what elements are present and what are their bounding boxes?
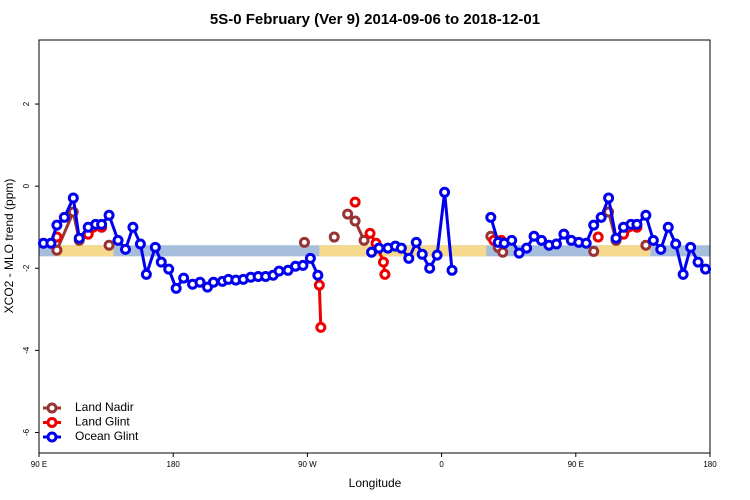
point — [163, 263, 175, 275]
point — [377, 256, 389, 268]
point — [273, 265, 285, 277]
point — [588, 219, 600, 231]
point — [58, 211, 70, 223]
point — [431, 249, 443, 261]
y-tick-label: -2 — [22, 264, 31, 272]
x-tick-label: 90 W — [298, 460, 317, 469]
point — [595, 211, 607, 223]
point — [103, 239, 115, 251]
point — [73, 232, 85, 244]
point — [178, 272, 190, 284]
highlight-band — [55, 245, 114, 257]
point — [379, 268, 391, 280]
x-tick-label: 180 — [703, 460, 717, 469]
point — [127, 221, 139, 233]
x-tick-label: 180 — [167, 460, 181, 469]
point — [677, 268, 689, 280]
point — [140, 268, 152, 280]
point — [580, 237, 592, 249]
point — [304, 252, 316, 264]
plot-frame — [38, 39, 711, 454]
point — [312, 269, 324, 281]
point — [96, 218, 108, 230]
point — [51, 219, 63, 231]
point — [119, 243, 131, 255]
point — [364, 227, 376, 239]
y-tick-label: -6 — [22, 428, 31, 436]
point — [349, 215, 361, 227]
point — [373, 242, 385, 254]
point — [592, 231, 604, 243]
legend-marker — [46, 402, 58, 414]
point — [662, 221, 674, 233]
point — [416, 248, 428, 260]
point — [588, 245, 600, 257]
highlight-band — [598, 245, 651, 257]
chart-title: 5S-0 February (Ver 9) 2014-09-06 to 2018… — [210, 11, 540, 28]
legend-label: Land Glint — [75, 415, 130, 429]
point — [513, 247, 525, 259]
point — [685, 241, 697, 253]
legend-marker — [46, 417, 58, 428]
point — [424, 262, 436, 274]
point — [403, 252, 415, 264]
point — [497, 246, 509, 258]
point — [149, 241, 161, 253]
point — [112, 234, 124, 246]
x-tick-label: 90 E — [568, 460, 584, 469]
point — [603, 192, 615, 204]
point — [342, 208, 354, 220]
point — [313, 279, 325, 291]
x-tick-label: 0 — [439, 460, 444, 469]
point — [655, 243, 667, 255]
point — [610, 232, 622, 244]
point — [670, 238, 682, 250]
point — [358, 234, 370, 246]
point — [536, 234, 548, 246]
point — [631, 218, 643, 230]
point — [395, 242, 407, 254]
point — [155, 256, 167, 268]
point — [485, 211, 497, 223]
point — [446, 264, 458, 276]
point — [298, 236, 310, 248]
y-tick-label: -4 — [22, 346, 31, 354]
y-tick-label: 0 — [22, 183, 31, 188]
point — [640, 239, 652, 251]
point — [506, 234, 518, 246]
point — [67, 192, 79, 204]
y-axis-label: XCO2 - MLO trend (ppm) — [2, 179, 16, 314]
point — [103, 209, 115, 221]
point — [51, 244, 63, 256]
point — [349, 196, 361, 208]
point — [558, 228, 570, 240]
point — [692, 256, 704, 268]
point — [647, 234, 659, 246]
point — [521, 242, 533, 254]
point — [700, 263, 712, 275]
y-tick-label: 2 — [22, 101, 31, 106]
point — [297, 259, 309, 271]
point — [134, 238, 146, 250]
x-axis-label: Longitude — [349, 476, 402, 490]
point — [640, 209, 652, 221]
legend-marker — [46, 431, 58, 443]
point — [45, 237, 57, 249]
x-tick-label: 90 E — [31, 460, 47, 469]
legend-label: Ocean Glint — [75, 429, 139, 443]
legend-label: Land Nadir — [75, 400, 134, 414]
point — [194, 276, 206, 288]
point — [328, 231, 340, 243]
point — [439, 186, 451, 198]
point — [410, 236, 422, 248]
point — [207, 276, 219, 288]
point — [550, 238, 562, 250]
point — [315, 321, 327, 333]
point — [170, 282, 182, 294]
